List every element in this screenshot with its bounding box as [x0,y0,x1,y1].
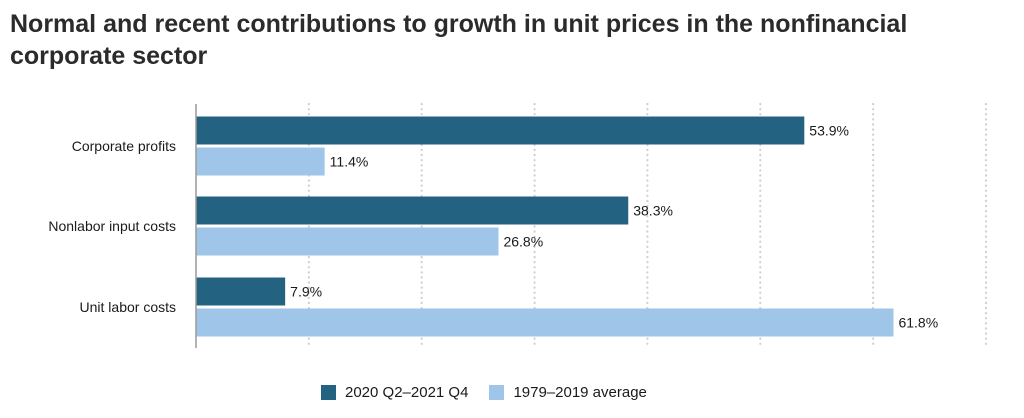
legend-item-recent: 2020 Q2–2021 Q4 [321,384,468,401]
category-label: Unit labor costs [80,299,176,315]
bar-recent [196,277,286,306]
bar-recent [196,196,629,225]
data-label: 38.3% [633,203,673,219]
data-label: 11.4% [330,154,369,170]
legend-label-average: 1979–2019 average [513,384,647,401]
legend-item-average: 1979–2019 average [489,384,647,401]
bars [196,116,894,337]
bar-chart: 53.9% 11.4% 38.3% 26.8% 7.9% 61.8% Corporate … [48,102,988,350]
legend-swatch-average [489,385,505,400]
legend: 2020 Q2–2021 Q4 1979–2019 average [321,384,668,401]
bar-recent [196,116,805,145]
bar-average [196,147,325,176]
value-labels: 53.9% 11.4% 38.3% 26.8% 7.9% 61.8% [290,123,938,331]
legend-swatch-recent [321,385,336,400]
category-label: Corporate profits [72,138,176,154]
category-label: Nonlabor input costs [48,218,176,234]
data-label: 53.9% [809,123,849,139]
chart-title: Normal and recent contributions to growt… [10,10,908,70]
legend-label-recent: 2020 Q2–2021 Q4 [345,384,469,401]
data-label: 7.9% [290,284,322,300]
bar-average [196,227,499,256]
data-label: 26.8% [503,234,543,250]
bar-average [196,308,894,337]
gridlines [307,102,988,350]
data-label: 61.8% [898,315,938,331]
category-labels: Corporate profits Nonlabor input costs Uni… [48,138,176,315]
